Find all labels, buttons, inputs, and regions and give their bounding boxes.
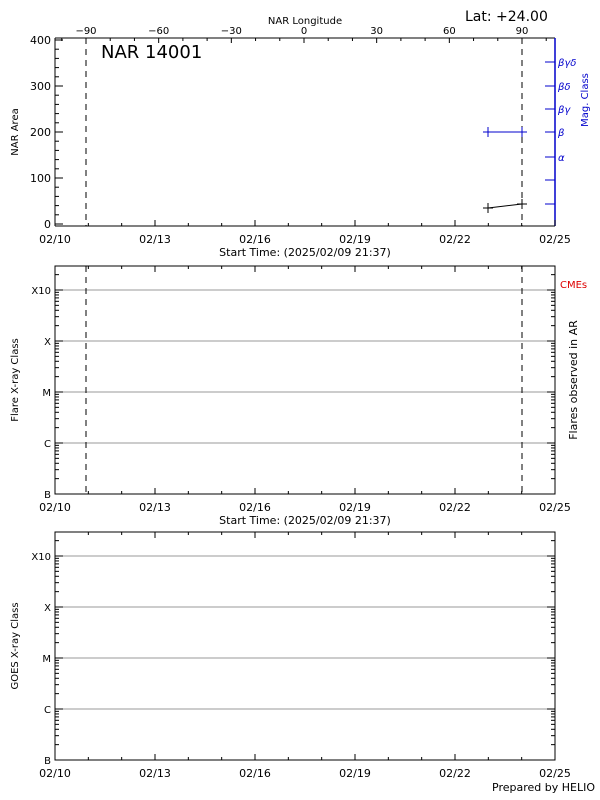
class-tick-label: X	[44, 337, 51, 348]
longitude-tick-label: 60	[443, 26, 456, 37]
mag-class-tick-label: βγδ	[557, 58, 576, 69]
y-tick-label: 200	[30, 126, 51, 139]
top-axis-title: NAR Longitude	[268, 16, 342, 27]
y-tick-label: 0	[44, 218, 51, 231]
y-tick-label: 100	[30, 172, 51, 185]
x-tick-label: 02/10	[39, 233, 71, 246]
class-tick-label: M	[42, 654, 51, 665]
start-time-label-2: Start Time: (2025/02/09 21:37)	[219, 514, 391, 527]
cmes-legend: CMEs	[560, 280, 587, 291]
x-tick-label: 02/13	[139, 767, 171, 780]
x-tick-label: 02/25	[539, 767, 571, 780]
x-tick-label: 02/22	[439, 501, 471, 514]
class-tick-label: X10	[31, 552, 51, 563]
y-axis-label: NAR Area	[10, 108, 21, 155]
longitude-tick-label: 30	[370, 26, 383, 37]
mag-class-tick-label: β	[557, 128, 565, 139]
x-tick-label: 02/13	[139, 233, 171, 246]
flare-class-axis-label: Flare X-ray Class	[10, 338, 21, 422]
class-tick-label: M	[42, 388, 51, 399]
class-tick-label: B	[44, 756, 51, 767]
x-tick-label: 02/22	[439, 767, 471, 780]
class-tick-label: X10	[31, 286, 51, 297]
region-title: NAR 14001	[101, 42, 202, 63]
mag-class-tick-label: α	[558, 153, 565, 164]
x-tick-label: 02/10	[39, 501, 71, 514]
class-tick-label: C	[44, 705, 51, 716]
mag-class-tick-label: βδ	[557, 82, 571, 93]
y-tick-label: 300	[30, 80, 51, 93]
mag-class-axis-label: Mag. Class	[580, 73, 591, 127]
panel-flare-class: B C M X X10 02/10 02/13 02/16 02/19 02/22 02/25 F…	[10, 265, 587, 527]
latitude-label: Lat: +24.00	[465, 9, 548, 25]
longitude-tick-label: −90	[75, 26, 96, 37]
flares-observed-label: Flares observed in AR	[567, 320, 580, 440]
x-tick-label: 02/25	[539, 501, 571, 514]
class-tick-label: B	[44, 490, 51, 501]
x-tick-label: 02/13	[139, 501, 171, 514]
mag-class-tick-label: βγ	[557, 105, 571, 116]
x-tick-label: 02/16	[239, 233, 271, 246]
x-tick-label: 02/25	[539, 233, 571, 246]
longitude-tick-label: −30	[221, 26, 242, 37]
x-tick-label: 02/16	[239, 767, 271, 780]
longitude-tick-label: −60	[148, 26, 169, 37]
x-tick-label: 02/19	[339, 233, 371, 246]
x-tick-label: 02/16	[239, 501, 271, 514]
panel-goes-class: B C M X X10 02/10 02/13 02/16 02/19 02/22 02/25 G…	[10, 531, 595, 794]
class-tick-label: C	[44, 439, 51, 450]
goes-class-axis-label: GOES X-ray Class	[10, 602, 21, 689]
x-tick-label: 02/22	[439, 233, 471, 246]
start-time-label: Start Time: (2025/02/09 21:37)	[219, 246, 391, 259]
x-tick-label: 02/19	[339, 767, 371, 780]
longitude-tick-label: 90	[516, 26, 529, 37]
y-tick-label: 400	[30, 34, 51, 47]
x-tick-label: 02/19	[339, 501, 371, 514]
class-tick-label: X	[44, 603, 51, 614]
credit-label: Prepared by HELIO	[492, 781, 595, 794]
x-tick-label: 02/10	[39, 767, 71, 780]
longitude-tick-label: 0	[301, 26, 307, 37]
